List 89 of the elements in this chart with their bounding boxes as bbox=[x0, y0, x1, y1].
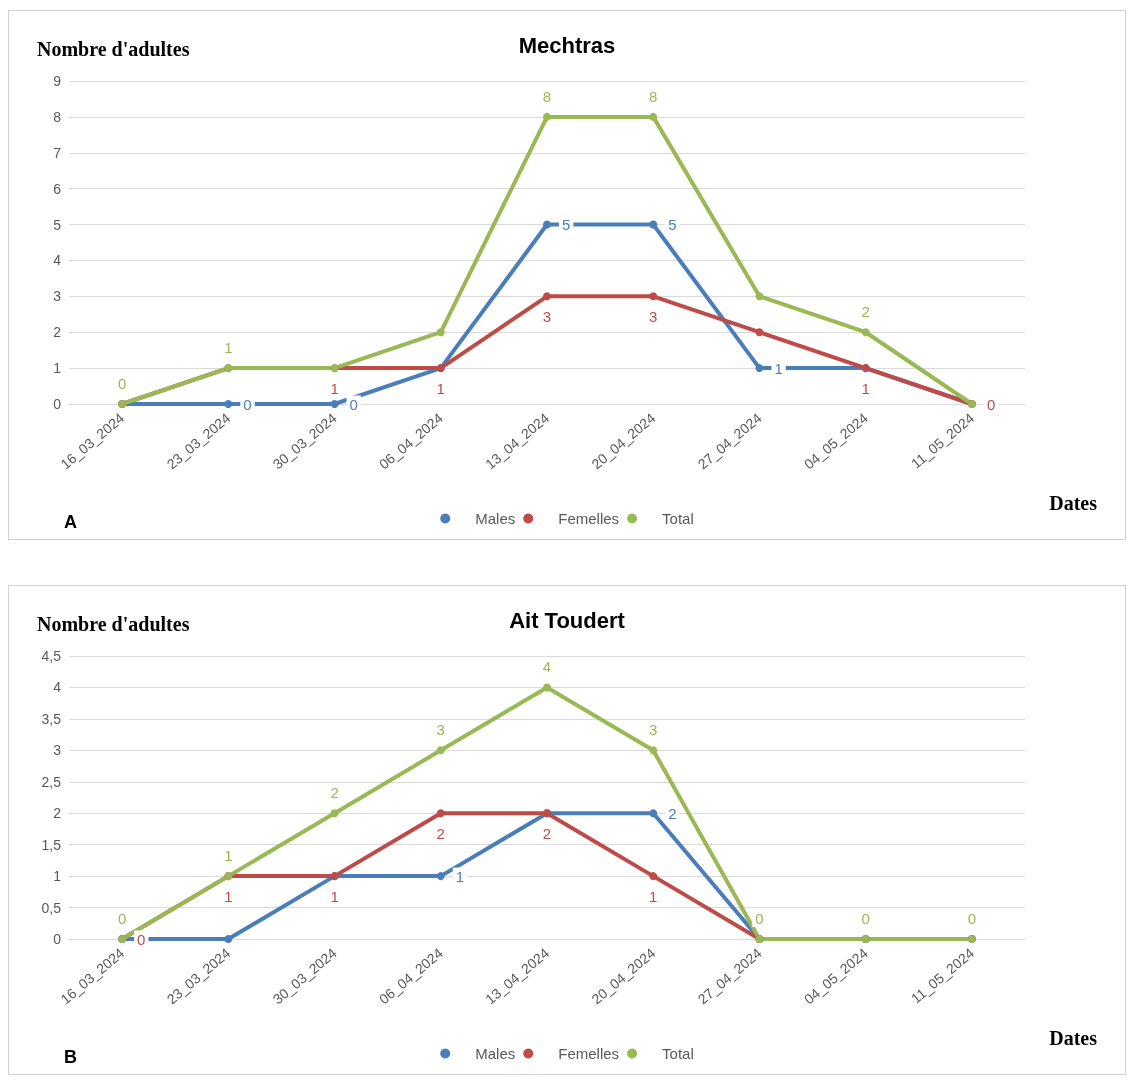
point bbox=[649, 809, 658, 818]
y-tick-label: 2 bbox=[53, 805, 62, 822]
data-label: 0 bbox=[755, 910, 764, 927]
y-tick-label: 4 bbox=[53, 252, 62, 269]
point bbox=[436, 746, 445, 755]
chart-title: Ait Toudert bbox=[509, 607, 626, 633]
legend-label: Total bbox=[662, 1045, 694, 1062]
data-label: 0 bbox=[349, 395, 358, 413]
y-tick-label: 3,5 bbox=[41, 710, 62, 727]
point bbox=[543, 292, 551, 301]
data-label: 2 bbox=[436, 825, 445, 843]
point bbox=[543, 683, 551, 692]
point bbox=[649, 292, 658, 301]
point bbox=[755, 292, 764, 301]
data-label: 1 bbox=[436, 380, 445, 398]
legend-label: Femelles bbox=[558, 510, 620, 527]
data-label: 1 bbox=[224, 339, 233, 357]
point bbox=[224, 935, 233, 943]
point bbox=[436, 809, 445, 818]
y-tick-label: 1 bbox=[53, 360, 62, 377]
data-label: 3 bbox=[542, 308, 552, 326]
data-label: 8 bbox=[542, 87, 552, 105]
point bbox=[649, 746, 658, 755]
y-tick-label: 4,5 bbox=[41, 648, 62, 664]
point bbox=[861, 328, 870, 337]
data-label: 2 bbox=[542, 825, 552, 843]
point bbox=[224, 400, 233, 408]
legend-label: Males bbox=[475, 510, 516, 527]
y-axis-title: Nombre d'adultes bbox=[37, 38, 190, 60]
data-label: 1 bbox=[330, 380, 339, 398]
y-axis-title: Nombre d'adultes bbox=[37, 613, 190, 635]
data-label: 0 bbox=[967, 910, 977, 927]
y-tick-label: 0 bbox=[53, 931, 62, 947]
data-label: 1 bbox=[649, 888, 658, 906]
point bbox=[436, 328, 445, 337]
y-tick-label: 1 bbox=[53, 868, 62, 885]
data-label: 1 bbox=[330, 888, 339, 906]
data-label: 2 bbox=[668, 804, 677, 822]
data-label: 1 bbox=[224, 847, 233, 865]
data-label: 5 bbox=[562, 216, 571, 234]
point bbox=[543, 112, 551, 121]
point bbox=[755, 364, 764, 373]
point bbox=[649, 112, 658, 121]
point bbox=[755, 328, 764, 337]
x-axis-title: Dates bbox=[1049, 492, 1098, 514]
data-label: 1 bbox=[861, 380, 870, 398]
data-label: 0 bbox=[117, 375, 127, 392]
y-tick-label: 3 bbox=[53, 288, 62, 305]
data-label: 0 bbox=[243, 395, 252, 413]
y-tick-label: 1,5 bbox=[41, 836, 62, 853]
data-label: 0 bbox=[861, 910, 870, 927]
x-axis-title: Dates bbox=[1049, 1027, 1098, 1049]
data-label: 2 bbox=[330, 784, 339, 802]
data-label: 3 bbox=[649, 308, 658, 326]
y-tick-label: 5 bbox=[53, 216, 62, 233]
point bbox=[330, 809, 339, 818]
text: B bbox=[64, 1047, 77, 1067]
y-tick-label: 9 bbox=[53, 73, 62, 89]
y-tick-label: 8 bbox=[53, 108, 62, 125]
point bbox=[649, 872, 658, 881]
y-tick-label: 2 bbox=[53, 324, 62, 341]
y-tick-label: 2,5 bbox=[41, 773, 62, 790]
data-label: 3 bbox=[436, 721, 445, 739]
y-tick-label: 7 bbox=[53, 144, 62, 161]
data-label: 4 bbox=[542, 658, 552, 676]
data-label: 1 bbox=[224, 888, 233, 906]
data-label: 1 bbox=[455, 867, 465, 885]
y-tick-label: 0 bbox=[53, 396, 62, 412]
legend-label: Total bbox=[662, 510, 694, 527]
data-label: 8 bbox=[649, 87, 658, 105]
point bbox=[436, 872, 445, 881]
data-label: 0 bbox=[117, 910, 127, 927]
point bbox=[543, 220, 551, 229]
data-label: 0 bbox=[986, 395, 996, 413]
y-tick-label: 6 bbox=[53, 180, 62, 197]
point bbox=[330, 400, 339, 408]
text: A bbox=[64, 512, 77, 532]
data-label: 2 bbox=[861, 303, 870, 321]
data-label: 5 bbox=[668, 216, 677, 234]
y-tick-label: 0,5 bbox=[41, 899, 62, 916]
y-tick-label: 4 bbox=[53, 679, 62, 696]
data-label: 0 bbox=[137, 930, 146, 948]
point bbox=[649, 220, 658, 229]
legend-label: Femelles bbox=[558, 1045, 620, 1062]
data-label: 1 bbox=[774, 359, 783, 377]
legend-label: Males bbox=[475, 1045, 516, 1062]
y-tick-label: 3 bbox=[53, 742, 62, 759]
chart-title: Mechtras bbox=[518, 32, 616, 58]
data-label: 3 bbox=[649, 721, 658, 739]
